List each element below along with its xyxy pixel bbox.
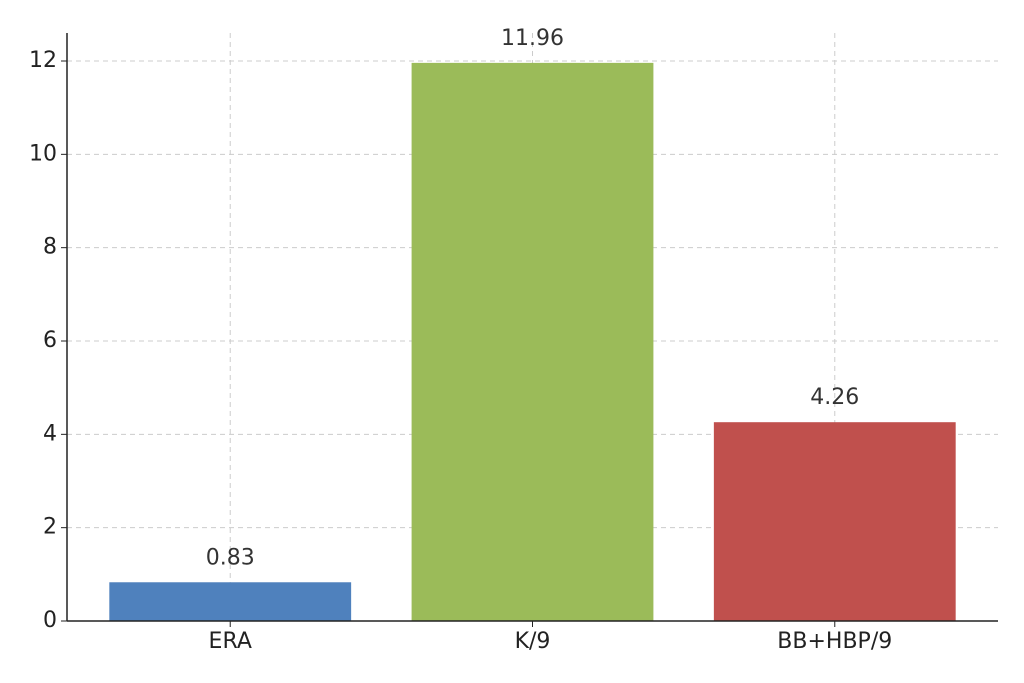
bar	[411, 62, 654, 622]
value-label: 11.96	[501, 26, 564, 51]
bar	[713, 422, 956, 621]
bar	[109, 582, 352, 621]
x-tick-label: BB+HBP/9	[777, 629, 892, 654]
y-tick-label: 2	[43, 515, 57, 540]
y-tick-label: 10	[29, 141, 57, 166]
y-tick-label: 12	[29, 48, 57, 73]
y-tick-label: 8	[43, 235, 57, 260]
value-label: 4.26	[810, 385, 859, 410]
x-tick-label: K/9	[515, 629, 551, 654]
x-tick-label: ERA	[209, 629, 252, 654]
value-label: 0.83	[206, 545, 255, 570]
y-tick-label: 4	[43, 421, 57, 446]
y-tick-label: 6	[43, 328, 57, 353]
y-tick-label: 0	[43, 608, 57, 633]
